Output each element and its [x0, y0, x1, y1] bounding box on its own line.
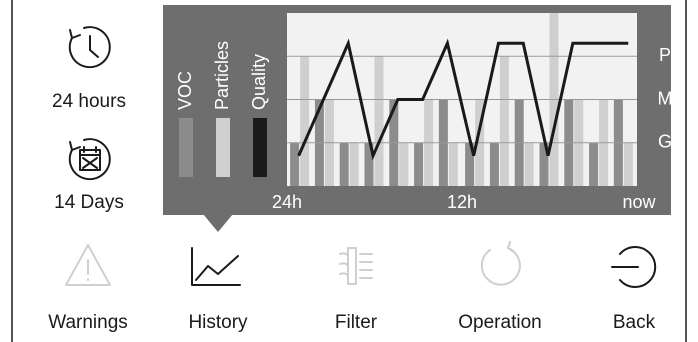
line: [297, 38, 629, 161]
menu-label: History: [188, 312, 248, 333]
menu-history[interactable]: History: [188, 247, 248, 333]
legend-label: Particles: [212, 41, 232, 110]
menu-operation[interactable]: Operation: [458, 241, 542, 333]
x-tick-label: 24h: [272, 192, 302, 212]
bar: [374, 56, 384, 186]
range-label: 14 Days: [54, 192, 124, 213]
bar: [300, 56, 310, 186]
filter-icon: [339, 247, 373, 285]
calendar-detail: [79, 146, 101, 169]
bar: [448, 142, 458, 186]
y-tick-label: G: [658, 132, 672, 152]
bar: [349, 142, 359, 186]
history-icon: [191, 247, 241, 286]
bar: [589, 142, 599, 186]
range-label: 24 hours: [52, 91, 126, 112]
clock-icon: [68, 26, 111, 69]
menu-filter[interactable]: Filter: [335, 247, 378, 333]
bar: [399, 142, 409, 186]
bar: [414, 142, 424, 186]
y-tick-label: P: [659, 45, 671, 65]
calendar-ring: [68, 138, 111, 181]
x-tick-label: now: [622, 192, 656, 212]
warning-icon: [65, 244, 111, 286]
x-tick-label: 12h: [447, 192, 477, 212]
clock-arrow: [69, 29, 81, 39]
range-24h[interactable]: 24 hours: [52, 26, 126, 112]
menu-label: Back: [613, 312, 656, 333]
legend-label: Quality: [249, 54, 269, 110]
panel-pointer: [203, 214, 233, 232]
operation-icon: [480, 241, 521, 286]
calendar-arrow: [69, 141, 81, 151]
calendar-icon: [79, 149, 101, 171]
bar: [465, 142, 475, 186]
range-14d[interactable]: 14 Days: [54, 138, 124, 213]
bar: [524, 142, 534, 186]
menu-label: Operation: [458, 312, 541, 333]
bar: [339, 142, 349, 186]
menu-label: Filter: [335, 312, 378, 333]
menu-warnings[interactable]: Warnings: [48, 244, 128, 333]
chart: G M P 24h 12h now VOC Particles Quality: [175, 13, 673, 212]
bar: [489, 142, 499, 186]
menu-label: Warnings: [48, 312, 128, 333]
y-tick-label: M: [658, 88, 673, 108]
bar: [364, 142, 374, 186]
bar: [539, 142, 549, 186]
bar: [499, 56, 509, 186]
legend-swatch: [179, 118, 193, 177]
bar: [623, 142, 633, 186]
bar: [290, 142, 300, 186]
legend-swatch: [216, 118, 230, 177]
legend-swatch: [253, 118, 267, 177]
menu-back[interactable]: Back: [611, 246, 657, 333]
legend-label: VOC: [175, 71, 195, 110]
clock-hands: [89, 35, 99, 58]
back-icon: [611, 246, 657, 288]
